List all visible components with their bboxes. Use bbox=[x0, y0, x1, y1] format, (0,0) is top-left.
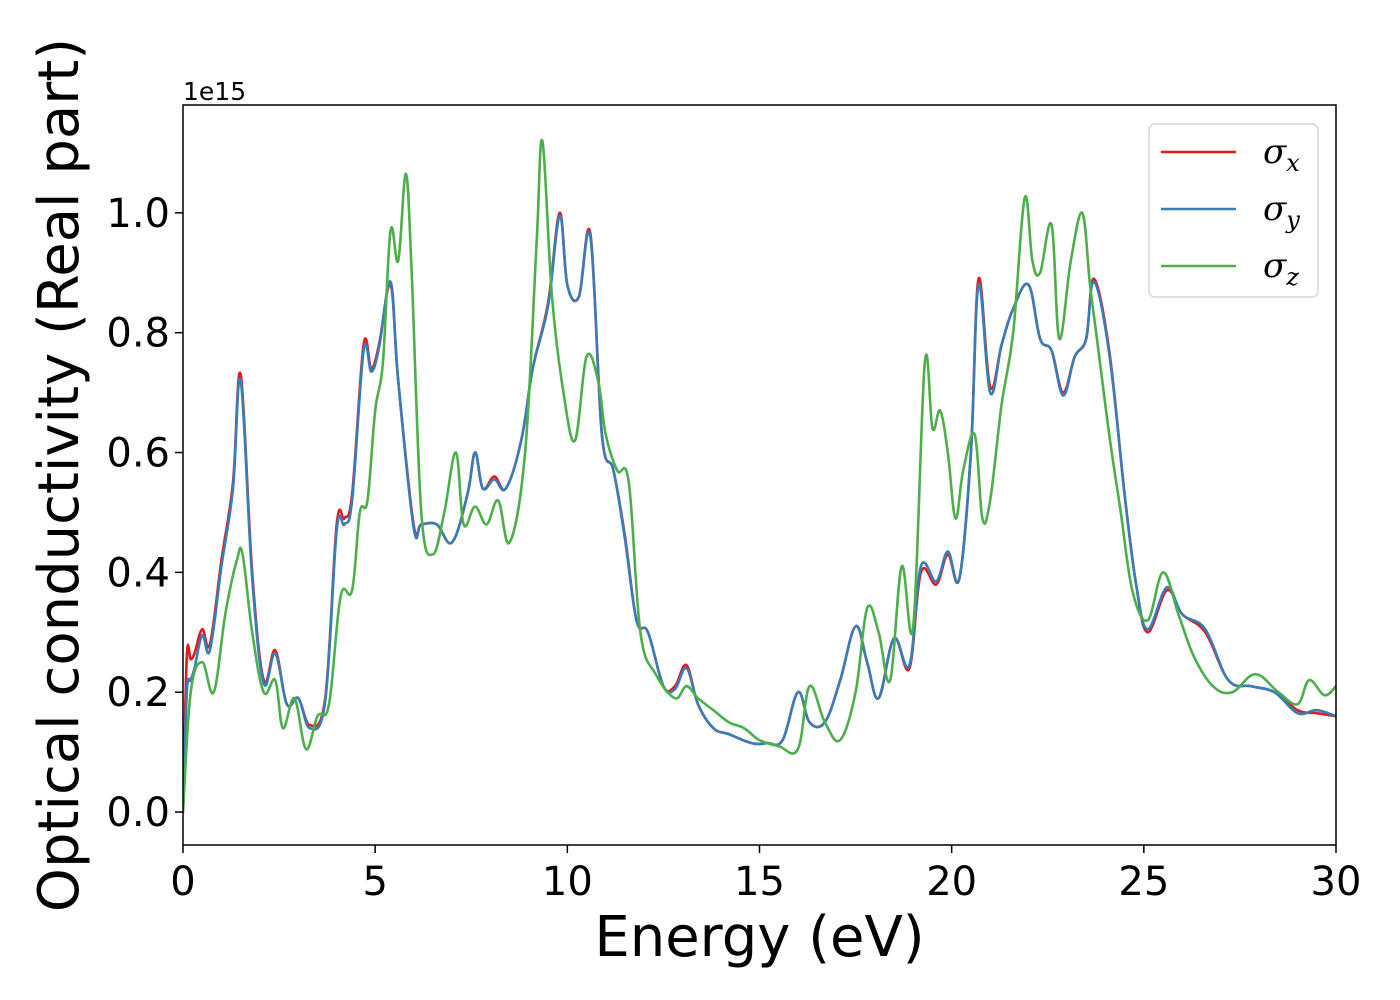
y-tick-label: 0.4 bbox=[106, 550, 170, 596]
x-axis-title: Energy (eV) bbox=[594, 905, 924, 970]
series-line-y bbox=[183, 214, 1336, 814]
x-axis: 0 5 10 15 20 25 30 bbox=[170, 845, 1361, 905]
y-tick-label: 0.0 bbox=[106, 790, 170, 836]
y-tick-label: 1.0 bbox=[106, 191, 170, 237]
x-tick-label: 20 bbox=[926, 859, 977, 905]
x-tick-label: 25 bbox=[1118, 859, 1169, 905]
x-tick-label: 10 bbox=[542, 859, 593, 905]
y-tick-label: 0.6 bbox=[106, 431, 170, 477]
x-tick-label: 15 bbox=[734, 859, 785, 905]
y-offset-label: 1e15 bbox=[183, 77, 246, 106]
y-tick-label: 0.8 bbox=[106, 311, 170, 357]
y-tick-label: 0.2 bbox=[106, 670, 170, 716]
y-axis: 0.0 0.2 0.4 0.6 0.8 1.0 bbox=[106, 191, 183, 836]
legend-label-z: σz bbox=[1263, 246, 1299, 291]
legend-label-x: σx bbox=[1263, 132, 1300, 177]
legend-label-y: σy bbox=[1263, 189, 1300, 234]
series-line-z bbox=[183, 138, 1336, 814]
legend: σx σy σz bbox=[1148, 123, 1319, 298]
x-tick-label: 5 bbox=[362, 859, 387, 905]
legend-box bbox=[1148, 123, 1319, 298]
y-axis-title: Optical conductivity (Real part) bbox=[27, 38, 92, 912]
x-tick-label: 30 bbox=[1311, 859, 1362, 905]
series-lines bbox=[183, 138, 1336, 814]
x-tick-label: 0 bbox=[170, 859, 195, 905]
